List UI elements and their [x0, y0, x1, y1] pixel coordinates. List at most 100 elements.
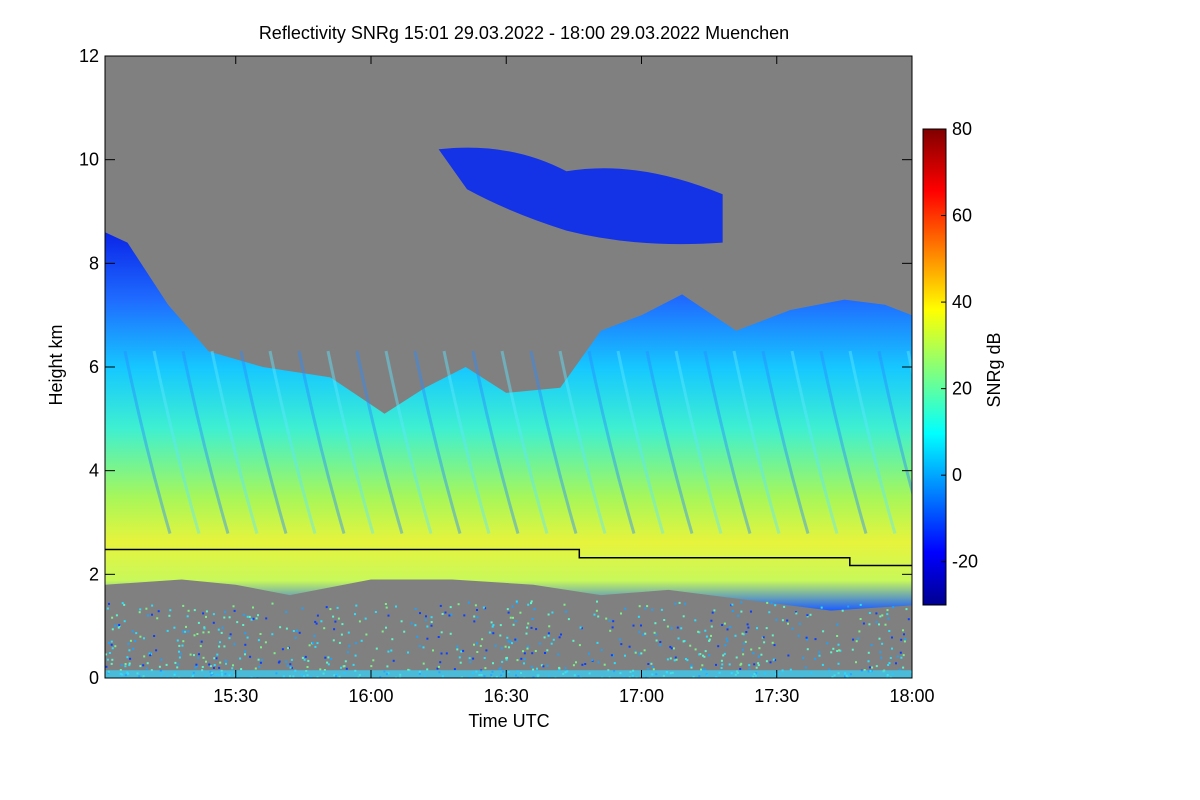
fall-streak: [500, 350, 549, 535]
clutter-pixel: [384, 603, 387, 605]
clutter-pixel: [702, 668, 705, 671]
clutter-pixel: [859, 618, 862, 620]
clutter-pixel: [881, 642, 884, 645]
clutter-pixel: [121, 602, 124, 605]
clutter-pixel: [878, 623, 880, 626]
clutter-pixel: [723, 652, 726, 655]
clutter-pixel: [243, 613, 245, 616]
clutter-pixel: [481, 638, 484, 641]
clutter-pixel: [294, 636, 297, 639]
clutter-pixel: [195, 664, 198, 667]
clutter-pixel: [774, 659, 777, 662]
clutter-pixel: [157, 610, 160, 613]
clutter-pixel: [530, 626, 533, 629]
clutter-pixel: [806, 648, 809, 651]
clutter-pixel: [892, 606, 895, 609]
clutter-pixel: [612, 620, 615, 623]
clutter-pixel: [720, 659, 723, 662]
clutter-pixel: [386, 665, 389, 668]
clutter-pixel: [841, 609, 844, 612]
clutter-pixel: [108, 652, 111, 654]
clutter-pixel: [836, 623, 839, 626]
clutter-pixel: [181, 630, 184, 633]
clutter-pixel: [795, 612, 798, 615]
clutter-pixel: [445, 652, 448, 655]
clutter-pixel: [223, 645, 226, 648]
clutter-pixel: [476, 616, 479, 619]
clutter-pixel: [530, 600, 533, 603]
clutter-pixel: [468, 657, 471, 660]
clutter-pixel: [348, 645, 351, 647]
clutter-pixel: [506, 608, 509, 611]
clutter-pixel: [312, 641, 315, 644]
clutter-pixel: [271, 602, 274, 605]
clutter-pixel: [508, 646, 510, 649]
clutter-pixel: [139, 608, 142, 611]
clutter-pixel: [488, 631, 491, 634]
clutter-pixel: [763, 641, 766, 644]
clutter-pixel: [672, 647, 675, 650]
clutter-pixel: [484, 667, 487, 670]
clutter-pixel: [203, 627, 206, 630]
clutter-pixel: [323, 669, 326, 671]
clutter-pixel: [832, 647, 835, 650]
clutter-pixel: [737, 614, 740, 617]
clutter-pixel: [886, 613, 889, 616]
clutter-pixel: [123, 620, 126, 623]
clutter-pixel: [123, 603, 126, 606]
clutter-pixel: [511, 605, 514, 608]
clutter-pixel: [231, 667, 234, 670]
clutter-pixel: [666, 658, 669, 661]
clutter-pixel: [704, 629, 707, 632]
clutter-pixel: [499, 667, 502, 670]
clutter-pixel: [905, 608, 908, 611]
clutter-pixel: [492, 662, 494, 665]
clutter-pixel: [560, 633, 562, 636]
clutter-pixel: [453, 668, 456, 671]
clutter-pixel: [744, 640, 747, 643]
clutter-pixel: [902, 654, 905, 657]
x-axis-label: Time UTC: [468, 711, 549, 731]
clutter-pixel: [132, 647, 135, 650]
clutter-pixel: [374, 611, 377, 613]
clutter-pixel: [731, 603, 734, 606]
clutter-pixel: [341, 623, 344, 626]
clutter-pixel: [660, 608, 663, 611]
clutter-pixel: [483, 657, 486, 659]
clutter-pixel: [290, 658, 293, 661]
clutter-pixel: [441, 613, 444, 615]
clutter-pixel: [775, 618, 778, 621]
clutter-pixel: [839, 649, 842, 652]
fall-streak: [413, 350, 462, 535]
clutter-pixel: [173, 626, 176, 629]
clutter-pixel: [314, 620, 317, 623]
clutter-pixel: [303, 658, 306, 661]
clutter-pixel: [588, 652, 590, 655]
clutter-pixel: [174, 661, 177, 664]
clutter-pixel: [875, 612, 878, 615]
clutter-pixel: [595, 609, 598, 612]
clutter-pixel: [479, 644, 482, 647]
clutter-pixel: [400, 620, 403, 623]
clutter-pixel: [249, 655, 252, 658]
clutter-pixel: [233, 643, 236, 646]
clutter-pixel: [507, 640, 510, 643]
clutter-pixel: [765, 660, 768, 663]
clutter-pixel: [546, 649, 549, 652]
clutter-pixel: [725, 637, 728, 640]
clutter-pixel: [651, 665, 654, 668]
clutter-pixel: [199, 645, 202, 648]
clutter-pixel: [900, 656, 903, 659]
clutter-pixel: [851, 648, 854, 651]
clutter-pixel: [178, 644, 181, 647]
clutter-pixel: [320, 620, 323, 623]
clutter-pixel: [721, 663, 724, 666]
clutter-pixel: [177, 663, 180, 666]
clutter-pixel: [828, 668, 831, 671]
clutter-pixel: [239, 657, 242, 660]
clutter-pixel: [422, 646, 425, 649]
clutter-pixel: [611, 626, 614, 629]
colorbar-tick-label: 0: [952, 465, 962, 485]
clutter-pixel: [884, 623, 887, 626]
clutter-pixel: [181, 644, 184, 647]
